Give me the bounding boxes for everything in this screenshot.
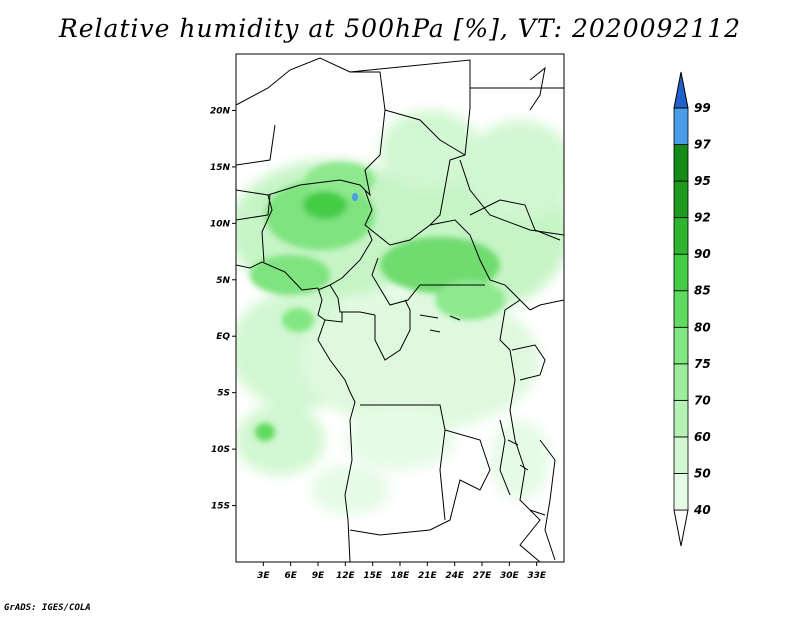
colorbar-label: 85 (694, 284, 711, 298)
colorbar-label: 60 (694, 430, 711, 444)
lat-tick-label: 10S (211, 445, 230, 455)
lon-tick-label: 9E (312, 571, 325, 581)
colorbar-segment (673, 144, 689, 182)
colorbar-label: 92 (694, 211, 711, 225)
lon-tick-label: 24E (445, 571, 465, 581)
lat-tick-label: 5N (216, 276, 230, 286)
colorbar-segment (673, 363, 689, 401)
lat-tick-label: 10N (210, 219, 231, 229)
lon-tick-label: 27E (473, 571, 493, 581)
lat-tick-label: 15S (211, 502, 230, 512)
colorbar-label: 50 (694, 466, 711, 480)
colorbar-label: 80 (694, 320, 711, 334)
colorbar-segment (673, 217, 689, 255)
colorbar-segment (673, 326, 689, 365)
colorbar-segment (673, 107, 689, 145)
colorbar-label: 90 (694, 247, 711, 261)
latitude-axis: 20N 15N 10N 5N EQ 5S 10S 15S (210, 106, 236, 512)
colorbar-label: 95 (694, 174, 711, 188)
colorbar-label: 40 (693, 503, 711, 517)
colorbar-upper-arrow (673, 71, 689, 109)
country-borders (236, 57, 564, 562)
lake-chad-marker (352, 193, 358, 201)
colorbar-label: 97 (694, 138, 711, 152)
humidity-shading-light (236, 110, 564, 515)
humidity-field (236, 110, 564, 515)
lon-tick-label: 30E (500, 571, 520, 581)
lat-tick-label: 15N (210, 163, 231, 173)
colorbar: 40 50 60 70 75 80 85 90 92 95 97 99 (673, 71, 711, 547)
colorbar-label: 70 (694, 393, 711, 407)
colorbar-segment (673, 180, 689, 219)
grads-credit: GrADS: IGES/COLA (4, 603, 91, 613)
lon-tick-label: 15E (363, 571, 383, 581)
colorbar-lower-arrow (673, 509, 689, 547)
lon-tick-label: 33E (527, 571, 547, 581)
humidity-shading-dark (250, 162, 505, 441)
colorbar-label: 75 (694, 357, 711, 371)
colorbar-segment (673, 436, 689, 474)
lon-tick-label: 3E (257, 571, 270, 581)
colorbar-label: 99 (694, 101, 711, 115)
colorbar-segment (673, 253, 689, 292)
colorbar-segment (673, 399, 689, 438)
colorbar-segment (673, 473, 689, 511)
lat-tick-label: EQ (216, 332, 230, 342)
lat-tick-label: 5S (217, 389, 230, 399)
longitude-axis: 3E 6E 9E 12E 15E 18E 21E 24E 27E 30E 33E (257, 562, 547, 581)
lon-tick-label: 6E (284, 571, 297, 581)
colorbar-segment (673, 290, 689, 328)
lon-tick-label: 12E (336, 571, 356, 581)
lon-tick-label: 18E (391, 571, 411, 581)
lon-tick-label: 21E (418, 571, 438, 581)
map-title: Relative humidity at 500hPa [%], VT: 202… (58, 14, 742, 43)
lat-tick-label: 20N (210, 106, 231, 116)
